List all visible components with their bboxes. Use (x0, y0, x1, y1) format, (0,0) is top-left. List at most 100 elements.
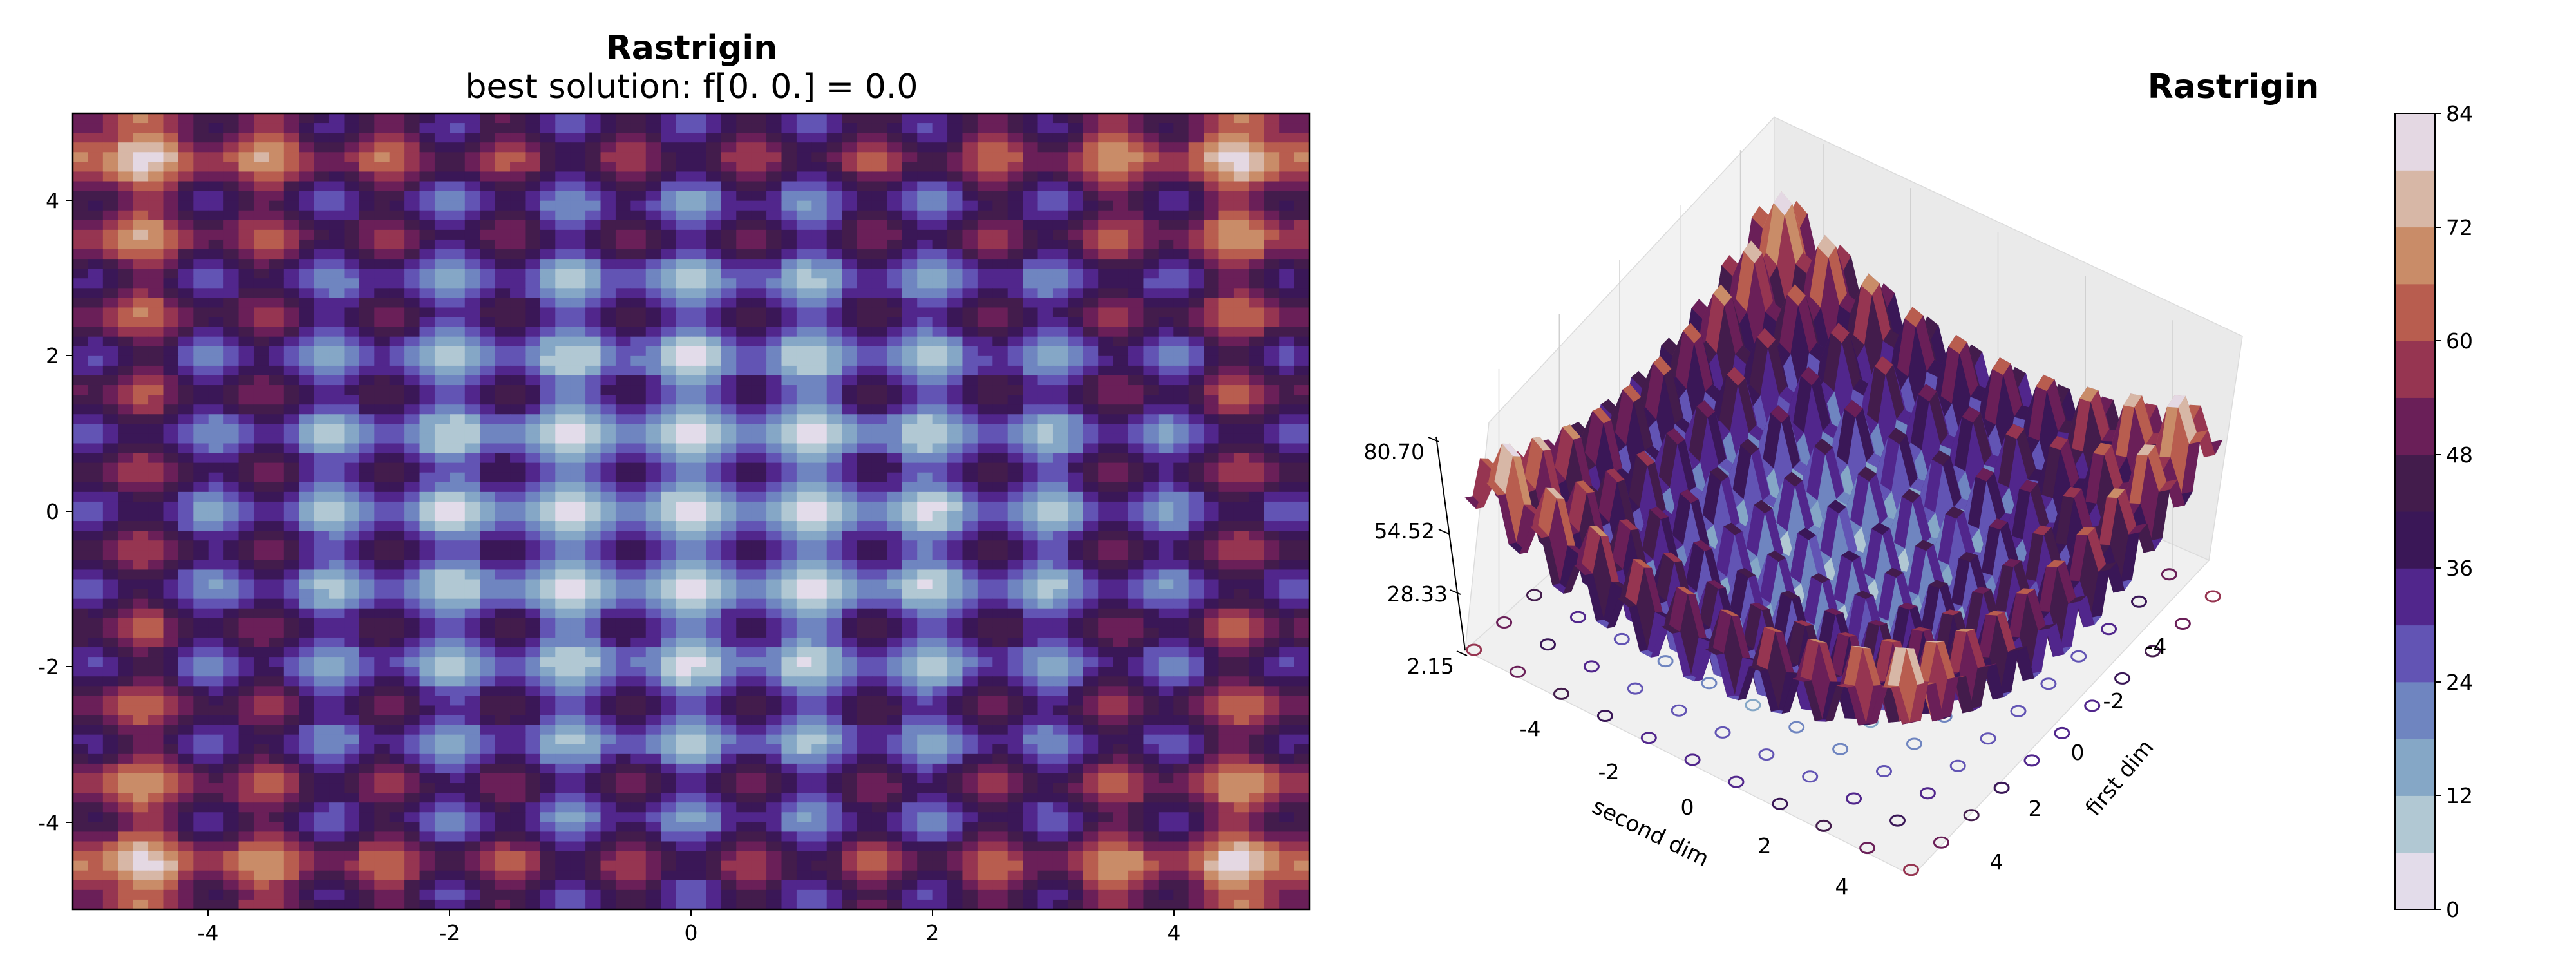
contour-cell (736, 540, 752, 551)
contour-cell (344, 355, 360, 366)
contour-cell (917, 259, 933, 269)
contour-cell (480, 433, 496, 444)
contour-cell (419, 200, 435, 211)
contour-cell (1218, 608, 1235, 619)
contour-cell (736, 181, 752, 192)
contour-cell (540, 229, 556, 240)
contour-cell (374, 598, 390, 609)
contour-cell (842, 560, 858, 571)
contour-cell (676, 249, 692, 260)
contour-cell (178, 210, 194, 221)
contour-cell (736, 472, 752, 483)
contour-cell (871, 531, 887, 541)
contour-cell (1279, 627, 1295, 638)
contour-cell (283, 133, 299, 143)
contour-cell (163, 269, 179, 279)
contour-cell (1128, 113, 1144, 124)
contour-cell (88, 259, 104, 269)
contour-cell (450, 171, 466, 182)
contour-cell (751, 259, 767, 269)
contour-cell (962, 482, 978, 493)
contour-cell (706, 511, 722, 522)
contour-cell (419, 220, 435, 231)
contour-cell (691, 433, 707, 444)
contour-cell (1068, 249, 1084, 260)
contour-cell (645, 171, 661, 182)
contour-cell (1264, 162, 1280, 173)
contour-cell (1249, 686, 1265, 696)
contour-cell (766, 569, 782, 580)
contour-cell (902, 491, 918, 502)
contour-cell (450, 598, 466, 609)
contour-cell (751, 491, 767, 502)
contour-cell (344, 598, 360, 609)
contour-cell (540, 239, 556, 250)
contour-cell (630, 550, 647, 560)
contour-cell (1083, 307, 1099, 318)
contour-cell (630, 200, 647, 211)
contour-cell (283, 589, 299, 600)
contour-cell (329, 181, 345, 192)
contour-cell (676, 657, 692, 667)
contour-cell (796, 298, 812, 308)
contour-cell (932, 686, 948, 696)
contour-cell (102, 327, 118, 337)
contour-cell (344, 346, 360, 357)
contour-cell (1143, 317, 1159, 328)
contour-cell (676, 113, 692, 124)
contour-cell (314, 657, 330, 667)
contour-cell (344, 618, 360, 629)
contour-cell (781, 667, 797, 677)
contour-cell (676, 181, 692, 192)
contour-cell (676, 637, 692, 648)
contour-cell (630, 521, 647, 531)
contour-cell (118, 531, 134, 541)
contour-cell (977, 210, 993, 221)
contour-cell (1249, 531, 1265, 541)
contour-cell (1083, 162, 1099, 173)
contour-cell (811, 395, 828, 405)
contour-cell (1218, 686, 1235, 696)
contour-cell (299, 540, 315, 551)
contour-cell (1279, 288, 1295, 298)
contour-cell (902, 200, 918, 211)
contour-cell (600, 433, 616, 444)
contour-cell (1037, 327, 1054, 337)
contour-cell (691, 589, 707, 600)
contour-cell (811, 618, 828, 629)
contour-cell (796, 424, 812, 435)
contour-cell (208, 229, 224, 240)
contour-cell (73, 676, 89, 687)
contour-cell (118, 259, 134, 269)
contour-cell (555, 385, 571, 395)
contour-cell (962, 365, 978, 376)
contour-cell (555, 181, 571, 192)
contour-cell (510, 696, 526, 706)
contour-cell (992, 317, 1009, 328)
contour-cell (1068, 210, 1084, 221)
contour-cell (253, 327, 269, 337)
contour-cell (540, 472, 556, 483)
contour-cell (404, 269, 421, 279)
contour-cell (706, 298, 722, 308)
contour-cell (344, 550, 360, 560)
contour-cell (359, 298, 375, 308)
contour-cell (1279, 220, 1295, 231)
contour-cell (208, 637, 224, 648)
contour-cell (1264, 560, 1280, 571)
contour-cell (857, 269, 873, 279)
contour-cell (1264, 676, 1280, 687)
contour-cell (419, 152, 435, 162)
contour-cell (88, 249, 104, 260)
contour-cell (871, 404, 887, 415)
contour-cell (857, 239, 873, 250)
contour-cell (419, 142, 435, 153)
contour-cell (223, 491, 240, 502)
contour-cell (1068, 269, 1084, 279)
contour-cell (661, 200, 677, 211)
contour-cell (133, 433, 149, 444)
contour-cell (374, 443, 390, 454)
contour-cell (691, 239, 707, 250)
contour-cell (314, 249, 330, 260)
contour-cell (555, 443, 571, 454)
